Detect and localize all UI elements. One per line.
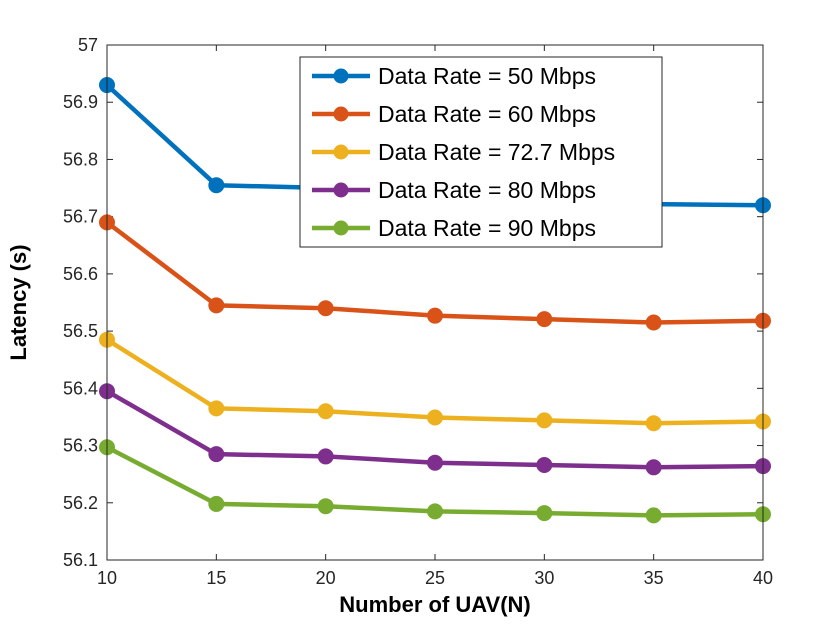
data-marker-data-rate-60-mbps	[317, 300, 334, 317]
data-marker-data-rate-90-mbps	[317, 498, 334, 515]
y-tick-label: 56.7	[63, 207, 98, 227]
data-marker-data-rate-80-mbps	[645, 459, 662, 476]
data-marker-data-rate-90-mbps	[427, 503, 443, 520]
x-tick-label: 30	[534, 568, 554, 588]
data-marker-data-rate-90-mbps	[208, 495, 225, 512]
y-axis-label: Latency (s)	[6, 244, 31, 360]
y-tick-labels: 56.1 56.2 56.3 56.4 56.5 56.6 56.7 56.8 56.9 57	[63, 35, 98, 570]
data-marker-data-rate-90-mbps	[645, 507, 662, 524]
y-tick-label: 56.2	[63, 493, 98, 513]
legend-entry-data-rate-90-mbps: Data Rate = 90 Mbps	[312, 215, 596, 241]
legend-label: Data Rate = 60 Mbps	[378, 101, 596, 127]
data-marker-data-rate-72-7-mbps	[427, 409, 443, 426]
data-marker-data-rate-90-mbps	[536, 505, 553, 522]
x-tick-label: 20	[316, 568, 336, 588]
y-tick-label: 56.8	[63, 149, 98, 169]
x-tick-label: 10	[97, 568, 117, 588]
data-marker-data-rate-80-mbps	[427, 454, 443, 471]
data-marker-data-rate-80-mbps	[536, 457, 553, 474]
legend-marker-sample	[333, 106, 349, 122]
legend-entry-data-rate-50-mbps: Data Rate = 50 Mbps	[312, 63, 596, 89]
legend-label: Data Rate = 90 Mbps	[378, 215, 596, 241]
y-tick-label: 56.5	[63, 321, 98, 341]
plot-box	[106, 44, 764, 561]
legend-label: Data Rate = 50 Mbps	[378, 63, 596, 89]
data-marker-data-rate-72-7-mbps	[645, 415, 662, 432]
data-marker-data-rate-72-7-mbps	[536, 412, 553, 429]
legend-label: Data Rate = 72.7 Mbps	[378, 139, 615, 165]
data-marker-data-rate-80-mbps	[208, 446, 225, 463]
x-tick-label: 40	[753, 568, 773, 588]
y-tick-label: 56.6	[63, 264, 98, 284]
data-marker-data-rate-72-7-mbps	[317, 403, 334, 420]
data-marker-data-rate-80-mbps	[317, 448, 334, 465]
data-marker-data-rate-60-mbps	[208, 297, 225, 314]
data-marker-data-rate-72-7-mbps	[208, 400, 225, 417]
y-tick-label: 56.4	[63, 378, 98, 398]
x-tick-label: 15	[206, 568, 226, 588]
y-tick-label: 57	[78, 35, 98, 55]
data-marker-data-rate-60-mbps	[645, 314, 662, 331]
legend-marker-sample	[333, 68, 349, 84]
legend-marker-sample	[333, 144, 349, 160]
series-data-rate-90-mbps	[99, 439, 771, 524]
legend-marker-sample	[333, 220, 349, 236]
data-marker-data-rate-50-mbps	[208, 177, 225, 194]
y-tick-label: 56.9	[63, 92, 98, 112]
legend-entry-data-rate-72-7-mbps: Data Rate = 72.7 Mbps	[312, 139, 615, 165]
x-tick-label: 35	[644, 568, 664, 588]
series-data-rate-72-7-mbps	[99, 331, 771, 432]
data-marker-data-rate-60-mbps	[536, 311, 553, 328]
x-tick-labels: 10 15 20 25 30 35 40	[97, 568, 773, 588]
x-axis-label: Number of UAV(N)	[339, 592, 530, 617]
legend: Data Rate = 50 Mbps Data Rate = 60 Mbps Da…	[299, 56, 663, 248]
legend-marker-sample	[333, 182, 349, 198]
legend-entry-data-rate-60-mbps: Data Rate = 60 Mbps	[312, 101, 596, 127]
x-tick-label: 25	[425, 568, 445, 588]
legend-entry-data-rate-80-mbps: Data Rate = 80 Mbps	[312, 177, 596, 203]
y-tick-label: 56.1	[63, 550, 98, 570]
data-marker-data-rate-60-mbps	[427, 307, 443, 324]
series-data-rate-80-mbps	[99, 383, 771, 476]
legend-label: Data Rate = 80 Mbps	[378, 177, 596, 203]
y-tick-label: 56.3	[63, 436, 98, 456]
